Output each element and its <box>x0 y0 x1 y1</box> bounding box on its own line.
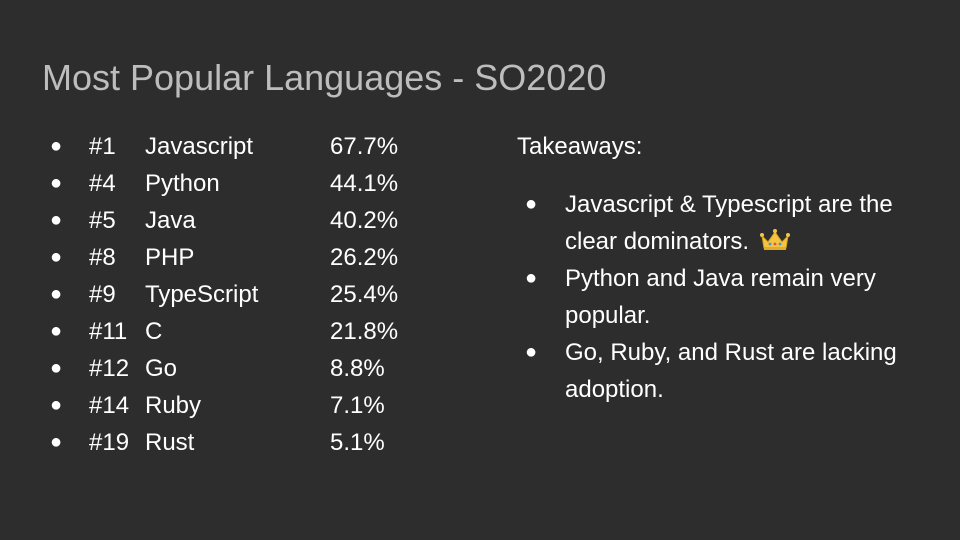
takeaway-text: Python and Java remain very popular. <box>565 265 876 329</box>
language-percent: 26.2% <box>330 244 399 271</box>
language-percent: 25.4% <box>330 281 399 308</box>
takeaway-text: Javascript & Typescript are the clear do… <box>565 191 893 255</box>
takeaways-heading: Takeaways: <box>517 133 643 160</box>
language-name: TypeScript <box>145 281 259 308</box>
language-rank: #4 <box>89 170 116 197</box>
language-percent: 7.1% <box>330 392 385 419</box>
bullet-icon: ● <box>50 246 63 268</box>
bullet-icon: ● <box>50 431 63 453</box>
language-row: ● #8 PHP 26.2% <box>50 239 450 276</box>
crown-icon <box>759 229 790 250</box>
language-percent: 44.1% <box>330 170 399 197</box>
bullet-icon: ● <box>50 357 63 379</box>
bullet-icon: ● <box>525 193 538 215</box>
bullet-icon: ● <box>50 209 63 231</box>
language-rank: #14 <box>89 392 130 419</box>
language-row: ● #14 Ruby 7.1% <box>50 387 450 424</box>
language-row: ● #5 Java 40.2% <box>50 202 450 239</box>
bullet-icon: ● <box>525 267 538 289</box>
bullet-icon: ● <box>50 135 63 157</box>
bullet-icon: ● <box>525 341 538 363</box>
bullet-icon: ● <box>50 172 63 194</box>
takeaways-list: ● Javascript & Typescript are the clear … <box>525 186 935 408</box>
language-rank: #12 <box>89 355 130 382</box>
language-percent: 8.8% <box>330 355 385 382</box>
language-rank: #5 <box>89 207 116 234</box>
slide-title: Most Popular Languages - SO2020 <box>42 57 607 98</box>
language-ranking-list: ● #1 Javascript 67.7% ● #4 Python 44.1% … <box>50 128 450 461</box>
language-name: Javascript <box>145 133 254 160</box>
language-row: ● #9 TypeScript 25.4% <box>50 276 450 313</box>
language-name: PHP <box>145 244 195 271</box>
language-percent: 5.1% <box>330 429 385 456</box>
bullet-icon: ● <box>50 394 63 416</box>
language-row: ● #4 Python 44.1% <box>50 165 450 202</box>
language-name: Java <box>145 207 196 234</box>
language-rank: #19 <box>89 429 130 456</box>
language-row: ● #12 Go 8.8% <box>50 350 450 387</box>
language-name: Rust <box>145 429 195 456</box>
bullet-icon: ● <box>50 283 63 305</box>
language-name: Go <box>145 355 178 382</box>
language-row: ● #19 Rust 5.1% <box>50 424 450 461</box>
language-name: Ruby <box>145 392 202 419</box>
language-name: C <box>145 318 163 345</box>
language-percent: 21.8% <box>330 318 399 345</box>
language-rank: #1 <box>89 133 116 160</box>
takeaway-text: Go, Ruby, and Rust are lacking adoption. <box>565 339 897 403</box>
language-rank: #9 <box>89 281 116 308</box>
bullet-icon: ● <box>50 320 63 342</box>
takeaway-item: ● Python and Java remain very popular. <box>525 260 935 334</box>
language-rank: #11 <box>89 318 128 345</box>
language-percent: 67.7% <box>330 133 399 160</box>
takeaway-item: ● Javascript & Typescript are the clear … <box>525 186 935 260</box>
language-rank: #8 <box>89 244 116 271</box>
language-name: Python <box>145 170 220 197</box>
language-row: ● #1 Javascript 67.7% <box>50 128 450 165</box>
language-percent: 40.2% <box>330 207 399 234</box>
language-row: ● #11 C 21.8% <box>50 313 450 350</box>
takeaway-item: ● Go, Ruby, and Rust are lacking adoptio… <box>525 334 935 408</box>
